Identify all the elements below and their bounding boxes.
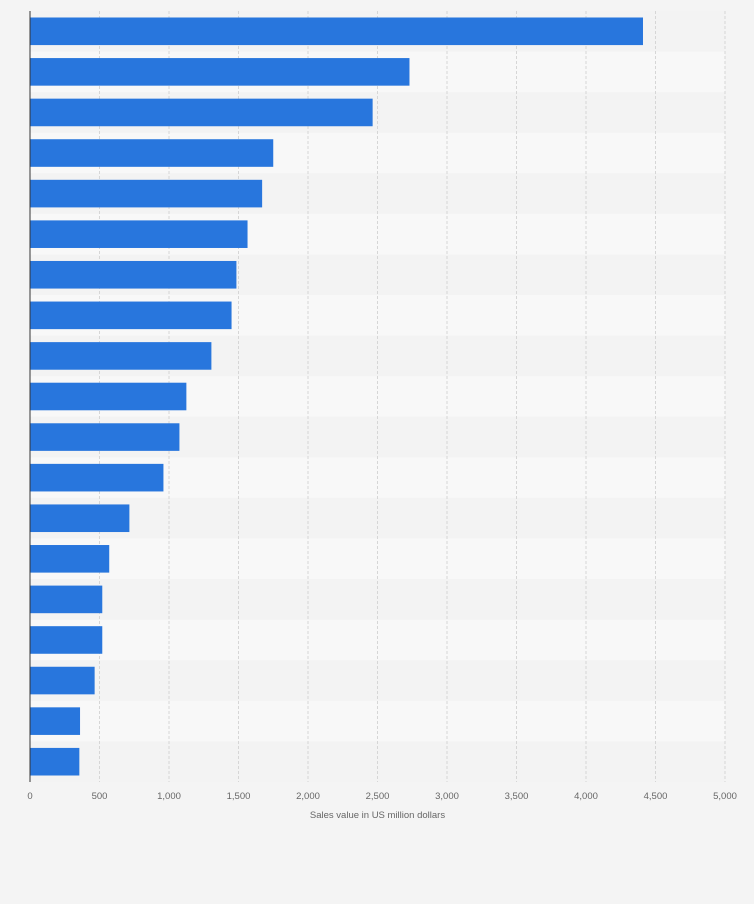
bar [30,98,373,127]
bar [30,179,263,208]
row-band [30,619,725,661]
bar [30,747,80,776]
bar [30,139,274,167]
x-tick-label: 3,000 [435,791,459,802]
bar [30,382,187,411]
bar [30,220,248,248]
x-tick-label: 5,000 [713,791,737,802]
bar [30,301,232,330]
bar [30,626,103,654]
bar [30,463,164,492]
x-tick-label: 2,000 [296,791,320,802]
bar [30,545,110,573]
x-tick-label: 4,000 [574,791,598,802]
bar [30,260,237,289]
x-tick-label: 0 [27,791,32,802]
bar [30,342,212,370]
x-tick-label: 2,500 [366,791,390,802]
bar [30,423,180,451]
x-axis-label: Sales value in US million dollars [310,810,445,821]
x-tick-label: 1,000 [157,791,181,802]
x-tick-label: 3,500 [505,791,529,802]
bar [30,707,81,735]
x-tick-label: 1,500 [227,791,251,802]
x-tick-label: 500 [92,791,108,802]
bar [30,666,95,695]
bar [30,17,643,46]
bar [30,58,410,86]
x-tick-labels: 0 500 1,000 1,500 2,000 2,500 3,000 3,500 4,000 4… [27,791,737,802]
bars [30,17,643,776]
x-tick-label: 4,500 [644,791,668,802]
bar [30,585,103,614]
bar [30,504,130,533]
